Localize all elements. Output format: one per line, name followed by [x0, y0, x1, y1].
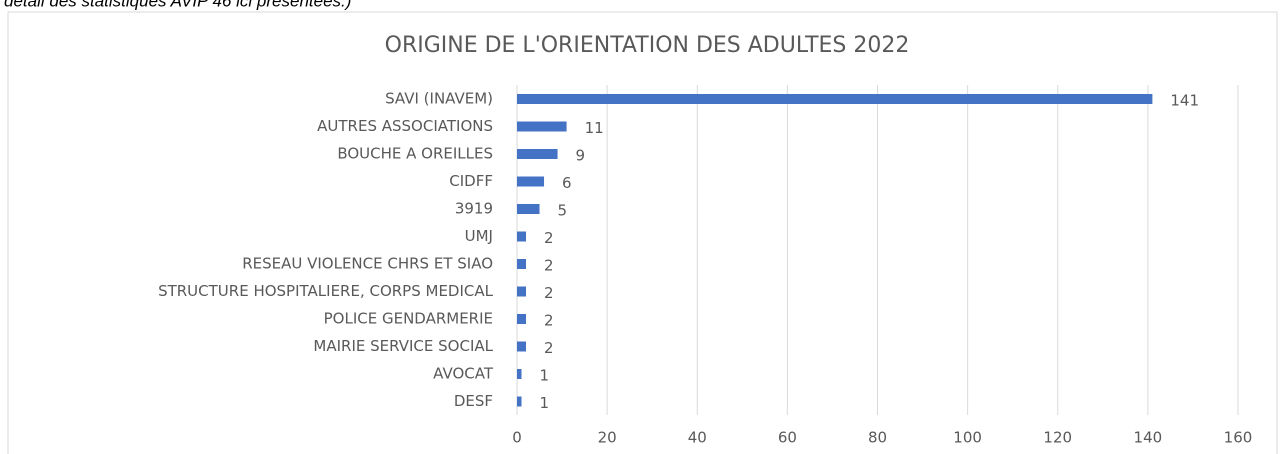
bar — [517, 259, 527, 269]
value-label: 1 — [540, 394, 550, 412]
value-label: 11 — [585, 119, 604, 137]
y-tick-label: DESF — [454, 392, 493, 410]
value-label: 6 — [562, 174, 572, 192]
bar — [517, 396, 522, 407]
value-label: 2 — [544, 284, 554, 302]
chart-title: ORIGINE DE L'ORIENTATION DES ADULTES 202… — [385, 33, 910, 58]
value-label: 9 — [576, 147, 586, 165]
y-tick-label: AUTRES ASSOCIATIONS — [317, 117, 493, 135]
bar — [517, 341, 527, 352]
value-label: 2 — [544, 339, 554, 357]
y-tick-label: RESEAU VIOLENCE CHRS ET SIAO — [242, 255, 493, 273]
y-tick-label: 3919 — [455, 200, 493, 218]
x-tick-label: 100 — [953, 429, 982, 447]
y-tick-label: UMJ — [465, 227, 493, 245]
y-tick-label: BOUCHE A OREILLES — [337, 145, 493, 163]
y-tick-label: SAVI (INAVEM) — [385, 90, 493, 108]
value-label: 5 — [558, 202, 568, 220]
chart-border — [7, 11, 1278, 454]
value-label: 2 — [544, 312, 554, 330]
value-label: 1 — [540, 367, 550, 385]
x-tick-label: 120 — [1043, 429, 1072, 447]
x-tick-label: 0 — [512, 429, 522, 447]
bar — [517, 369, 522, 379]
bar — [517, 94, 1153, 104]
x-tick-label: 80 — [868, 429, 887, 447]
y-tick-label: CIDFF — [449, 172, 493, 190]
y-tick-label: AVOCAT — [433, 365, 494, 383]
y-tick-label: STRUCTURE HOSPITALIERE, CORPS MEDICAL — [158, 282, 494, 300]
y-tick-label: MAIRIE SERVICE SOCIAL — [313, 337, 493, 355]
value-label: 2 — [544, 229, 554, 247]
bar — [517, 314, 527, 324]
bar — [517, 121, 567, 132]
x-tick-label: 20 — [598, 429, 617, 447]
bar — [517, 231, 527, 242]
value-label: 141 — [1170, 92, 1199, 110]
x-tick-label: 140 — [1134, 429, 1163, 447]
bar — [517, 176, 545, 187]
y-tick-label: POLICE GENDARMERIE — [324, 310, 493, 328]
bar — [517, 286, 527, 297]
bar — [517, 204, 540, 214]
value-label: 2 — [544, 257, 554, 275]
bar — [517, 149, 558, 159]
x-tick-label: 60 — [778, 429, 797, 447]
header-text: détail des statistiques AVIP 46 ici prés… — [4, 0, 351, 10]
x-tick-label: 40 — [688, 429, 707, 447]
x-tick-label: 160 — [1224, 429, 1253, 447]
